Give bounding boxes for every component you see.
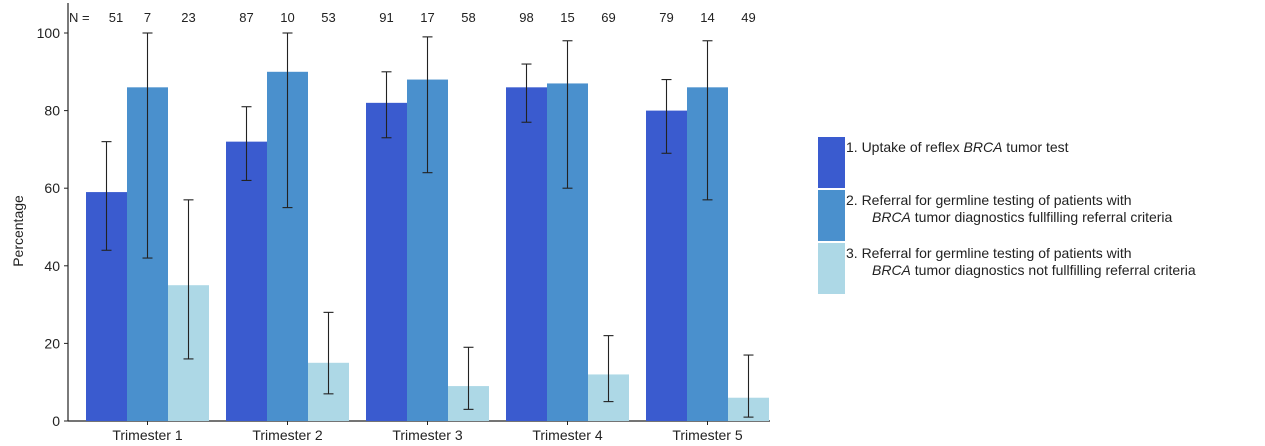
sample-size-label: 10 bbox=[280, 10, 294, 25]
x-tick-label: Trimester 4 bbox=[532, 427, 602, 443]
legend-swatch bbox=[818, 137, 845, 188]
legend-label: 2. Referral for germline testing of pati… bbox=[846, 192, 1172, 226]
sample-size-label: 98 bbox=[519, 10, 533, 25]
sample-size-label: 53 bbox=[321, 10, 335, 25]
legend-label-line: BRCA tumor diagnostics fullfilling refer… bbox=[846, 209, 1172, 226]
sample-size-label: 69 bbox=[601, 10, 615, 25]
legend-label-text: tumor diagnostics not fullfilling referr… bbox=[910, 262, 1196, 278]
x-tick-label: Trimester 5 bbox=[672, 427, 742, 443]
sample-size-label: 17 bbox=[420, 10, 434, 25]
sample-size-label: 91 bbox=[379, 10, 393, 25]
legend-label-text: 1. Uptake of reflex bbox=[846, 139, 964, 155]
sample-size-label: 58 bbox=[461, 10, 475, 25]
bar bbox=[226, 141, 267, 421]
legend-label-line: 2. Referral for germline testing of pati… bbox=[846, 192, 1172, 209]
legend-label-gene: BRCA bbox=[872, 262, 911, 278]
legend-label-gene: BRCA bbox=[963, 139, 1003, 155]
chart-error-bars bbox=[101, 32, 754, 418]
legend-label: 3. Referral for germline testing of pati… bbox=[846, 245, 1196, 279]
legend-label: 1. Uptake of reflex BRCA tumor test bbox=[846, 139, 1069, 156]
legend-label-text: 2. Referral for germline testing of pati… bbox=[846, 192, 1132, 208]
sample-size-labels: 51 87 91 98 79 7 10 17 15 14 23 53 58 69 49 N = bbox=[69, 10, 756, 25]
sample-size-label: 79 bbox=[659, 10, 673, 25]
legend-swatch bbox=[818, 190, 845, 241]
y-tick-label: 60 bbox=[44, 180, 60, 196]
legend-label-line: 3. Referral for germline testing of pati… bbox=[846, 245, 1196, 262]
legend-label-line: 1. Uptake of reflex BRCA tumor test bbox=[846, 139, 1069, 156]
legend-label-line: BRCA tumor diagnostics not fullfilling r… bbox=[846, 262, 1196, 279]
legend-label-gene: BRCA bbox=[872, 209, 911, 225]
bar-chart: 51 87 91 98 79 7 10 17 15 14 23 53 58 69 49 N = Trimest… bbox=[10, 3, 770, 443]
y-tick-label: 100 bbox=[37, 25, 61, 41]
sample-size-label: 23 bbox=[181, 10, 195, 25]
x-tick-labels: Trimester 1 Trimester 2 Trimester 3 Trimest… bbox=[112, 421, 743, 443]
bar bbox=[366, 102, 407, 421]
sample-size-label: 7 bbox=[144, 10, 151, 25]
y-tick-label: 20 bbox=[44, 335, 60, 351]
y-tick-label: 40 bbox=[44, 258, 60, 274]
legend: 1. Uptake of reflex BRCA tumor test 2. R… bbox=[818, 0, 1265, 446]
chart-bars bbox=[86, 71, 769, 422]
sample-size-prefix: N = bbox=[69, 10, 90, 25]
bar bbox=[646, 110, 687, 421]
legend-swatch bbox=[818, 243, 845, 294]
x-tick-label: Trimester 3 bbox=[392, 427, 462, 443]
legend-label-text: 3. Referral for germline testing of pati… bbox=[846, 245, 1132, 261]
legend-label-text: tumor test bbox=[1002, 139, 1069, 155]
sample-size-label: 87 bbox=[239, 10, 253, 25]
y-tick-label: 0 bbox=[52, 413, 60, 429]
sample-size-label: 15 bbox=[560, 10, 574, 25]
y-tick-labels: 0 20 40 60 80 100 bbox=[37, 25, 68, 429]
y-axis-label: Percentage bbox=[10, 195, 26, 267]
bar bbox=[506, 87, 547, 421]
x-tick-label: Trimester 2 bbox=[252, 427, 322, 443]
x-tick-label: Trimester 1 bbox=[112, 427, 182, 443]
sample-size-label: 51 bbox=[109, 10, 123, 25]
legend-label-text: tumor diagnostics fullfilling referral c… bbox=[910, 209, 1173, 225]
y-tick-label: 80 bbox=[44, 103, 60, 119]
sample-size-label: 14 bbox=[700, 10, 714, 25]
sample-size-label: 49 bbox=[741, 10, 755, 25]
